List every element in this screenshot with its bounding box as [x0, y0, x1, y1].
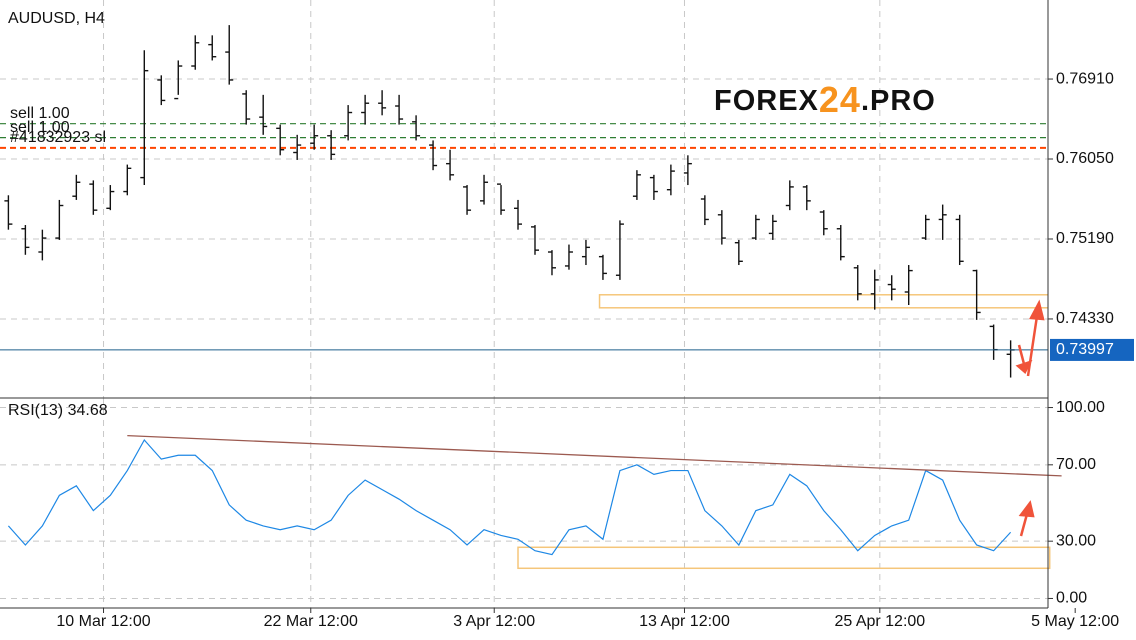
- zone: [517, 546, 1051, 570]
- current-price-box: [1050, 338, 1134, 361]
- arrow-head: [1018, 500, 1035, 518]
- y-tick-label: 0.76050: [1056, 150, 1114, 167]
- arrows: [1015, 299, 1045, 537]
- order-label: #41832923 sl: [10, 129, 106, 146]
- rsi-title: RSI(13) 34.68: [8, 402, 108, 419]
- arrow: [1017, 344, 1026, 365]
- x-tick-label: 13 Apr 12:00: [639, 613, 730, 630]
- x-tick-label: 5 May 12:00: [1031, 613, 1119, 630]
- x-tick-label: 3 Apr 12:00: [453, 613, 535, 630]
- y-tick-label: 100.00: [1056, 399, 1105, 416]
- y-tick-label: 0.76910: [1056, 70, 1114, 87]
- y-tick-label: 0.00: [1056, 590, 1087, 607]
- watermark-part: 24: [819, 79, 861, 120]
- watermark-part: FOREX: [714, 85, 819, 117]
- x-tick-label: 10 Mar 12:00: [56, 613, 150, 630]
- x-tick-label: 25 Apr 12:00: [834, 613, 925, 630]
- order-label: sell 1.00: [10, 119, 70, 136]
- zone: [598, 294, 1048, 309]
- axes: 0.76910 0.76050 0.75190 0.74330 0.73997 100.0…: [56, 70, 1134, 630]
- arrow: [1026, 315, 1039, 377]
- rsi-line: [7, 438, 1012, 556]
- x-tick-label: 22 Mar 12:00: [264, 613, 358, 630]
- order-label: sell 1.00: [10, 105, 70, 122]
- arrow-head: [1015, 359, 1033, 374]
- chart-title: AUDUSD, H4: [8, 10, 105, 27]
- arrow-head: [1029, 299, 1045, 321]
- current-price-label: 0.73997: [1056, 341, 1114, 358]
- watermark: FOREX24.PRO: [714, 79, 936, 120]
- y-tick-label: 0.75190: [1056, 230, 1114, 247]
- trend-line: [127, 434, 1062, 477]
- arrow: [1019, 513, 1029, 537]
- y-tick-label: 30.00: [1056, 532, 1096, 549]
- watermark-part: .PRO: [861, 85, 936, 117]
- rsi-panel: [0, 398, 1062, 608]
- y-tick-label: 0.74330: [1056, 310, 1114, 327]
- y-tick-label: 70.00: [1056, 456, 1096, 473]
